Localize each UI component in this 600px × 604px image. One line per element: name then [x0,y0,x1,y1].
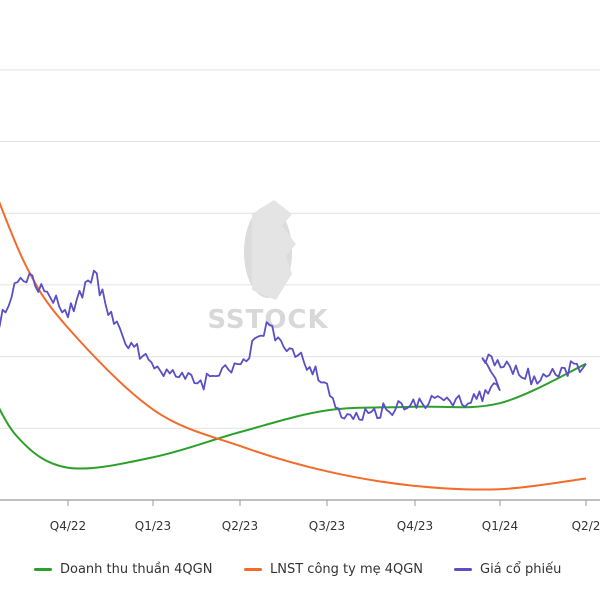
watermark-horse-mane-icon [252,200,296,300]
series-line-revenue[interactable] [0,362,587,470]
x-tick-label: Q1/23 [135,519,171,533]
series-line-price[interactable] [0,269,587,421]
legend-swatch-profit [244,567,262,571]
x-tick-label: Q3/23 [309,519,345,533]
legend: Doanh thu thuần 4QGN LNST công ty mẹ 4QG… [0,557,600,581]
grid-layer [0,69,600,501]
watermark: SSTOCK [207,200,328,335]
x-tick-label: Q2/23 [222,519,258,533]
legend-swatch-revenue [34,567,52,571]
legend-item-revenue[interactable]: Doanh thu thuần 4QGN [34,557,212,581]
x-tick-label: Q4/22 [50,519,86,533]
x-axis: Q4/22 Q1/23 Q2/23 Q3/23 Q4/23 Q1/24 Q2/2 [50,500,600,533]
series-layer [0,201,587,491]
legend-swatch-price [454,567,472,571]
x-tick-label: Q1/24 [482,519,518,533]
x-tick-label: Q4/23 [397,519,433,533]
watermark-text: SSTOCK [207,305,328,335]
legend-item-profit[interactable]: LNST công ty mẹ 4QGN [244,557,423,581]
legend-label-profit: LNST công ty mẹ 4QGN [270,561,424,577]
legend-label-revenue: Doanh thu thuần 4QGN [60,561,213,577]
legend-item-price[interactable]: Giá cổ phiếu [454,557,561,581]
x-tick-label: Q2/2 [572,519,600,533]
legend-label-price: Giá cổ phiếu [480,561,562,577]
